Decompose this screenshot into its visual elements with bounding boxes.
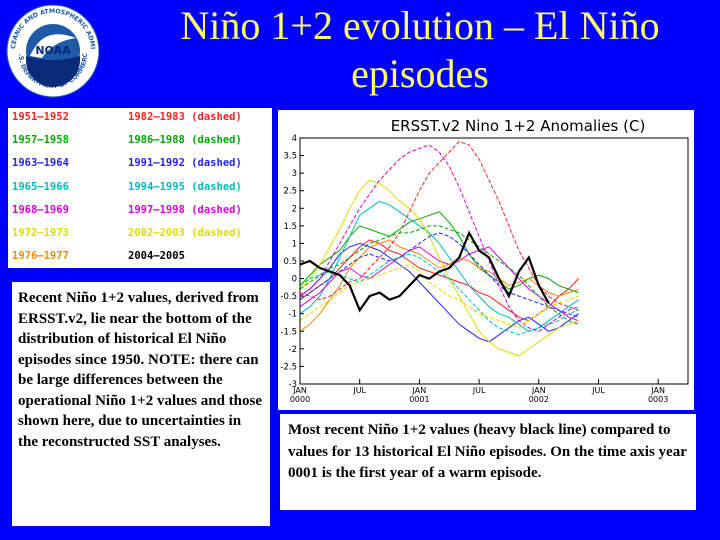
x-tick-label: JUL xyxy=(591,386,605,395)
series-line xyxy=(299,239,579,322)
legend-entry: 1986–1988 (dashed) xyxy=(128,134,242,147)
chart-legend: 1951–1952 1957–1958 1963–1964 1965–1966 1968… xyxy=(8,108,272,268)
caption-box: Most recent Niño 1+2 values (heavy black… xyxy=(280,414,696,510)
x-tick-label: JAN xyxy=(531,386,546,395)
legend-entry: 1951–1952 xyxy=(12,111,69,123)
x-tick-year-label: 0000 xyxy=(290,395,310,404)
legend-entry: 1982–1983 (dashed) xyxy=(128,111,242,123)
y-tick-label: -2 xyxy=(289,345,297,355)
x-tick-year-label: 0003 xyxy=(648,395,668,404)
chart-title: ERSST.v2 Nino 1+2 Anomalies (C) xyxy=(391,117,646,135)
y-tick-label: -3 xyxy=(289,380,297,390)
series-line xyxy=(299,225,579,325)
slide-title: Niño 1+2 evolution – El Niño episodes xyxy=(180,3,660,96)
legend-entry: 2002–2003 (dashed) xyxy=(128,227,242,239)
series-line xyxy=(299,179,579,357)
legend-entry: 1963–1964 xyxy=(12,157,69,170)
x-tick-label: JAN xyxy=(292,386,307,395)
x-tick-label: JUL xyxy=(352,386,366,395)
y-tick-label: 0.5 xyxy=(283,257,297,267)
legend-entry: 1991–1992 (dashed) xyxy=(128,157,242,170)
x-tick-year-label: 0002 xyxy=(529,395,549,404)
series-line xyxy=(299,239,579,332)
legend-entry: 1965–1966 xyxy=(12,180,69,193)
series-line xyxy=(299,242,579,343)
y-tick-label: 2 xyxy=(292,204,297,214)
y-tick-label: 0 xyxy=(292,275,297,285)
anomaly-chart: ERSST.v2 Nino 1+2 Anomalies (C) 4 3.5 3 2.5… xyxy=(280,117,689,404)
series-line xyxy=(299,211,579,294)
noaa-seal-icon: NATIONAL OCEANIC AND ATMOSPHERIC ADMINIS… xyxy=(3,0,100,98)
x-tick-label: JAN xyxy=(412,386,427,395)
series-line xyxy=(299,232,579,318)
plot-frame xyxy=(299,137,689,385)
y-tick-label: 2.5 xyxy=(283,187,297,197)
legend-entry: 1972–1973 xyxy=(12,227,69,239)
series-line xyxy=(299,263,579,329)
y-tick-label: -0.5 xyxy=(280,292,297,302)
x-tick-label: JAN xyxy=(650,386,665,395)
series-line xyxy=(299,200,579,332)
left-text-box: Recent Niño 1+2 values, derived from ERS… xyxy=(12,282,270,526)
left-text-body: Recent Niño 1+2 values, derived from ERS… xyxy=(18,290,262,450)
noaa-logo: NATIONAL OCEANIC AND ATMOSPHERIC ADMINIS… xyxy=(3,0,100,98)
legend-entry: 2004–2005 xyxy=(128,250,185,263)
legend-entry: 1968–1969 xyxy=(12,203,69,216)
y-tick-label: 1 xyxy=(292,239,297,249)
series-line xyxy=(299,230,550,313)
y-tick-label: 3 xyxy=(292,169,297,179)
svg-text:NOAA: NOAA xyxy=(35,44,71,57)
series-line xyxy=(299,144,579,332)
legend-entry: 1994–1995 (dashed) xyxy=(128,180,242,193)
x-tick-label: JUL xyxy=(472,386,486,395)
y-tick-label: 1.5 xyxy=(283,222,297,232)
legend-entry: 1976–1977 xyxy=(12,250,69,263)
legend-entry: 1957–1958 xyxy=(12,134,69,147)
x-tick-year-label: 0001 xyxy=(409,395,429,404)
y-tick-label: -1 xyxy=(289,310,297,320)
chart-panel: ERSST.v2 Nino 1+2 Anomalies (C) 4 3.5 3 2.5… xyxy=(278,110,694,410)
legend-entry: 1997–1998 (dashed) xyxy=(128,203,242,216)
series-line xyxy=(299,140,579,311)
caption-text: Most recent Niño 1+2 values (heavy black… xyxy=(288,422,687,481)
y-tick-label: 4 xyxy=(292,134,297,144)
y-tick-label: 3.5 xyxy=(283,152,297,162)
series-line xyxy=(299,246,579,322)
y-tick-label: -1.5 xyxy=(280,327,297,337)
y-tick-label: -2.5 xyxy=(280,362,297,372)
